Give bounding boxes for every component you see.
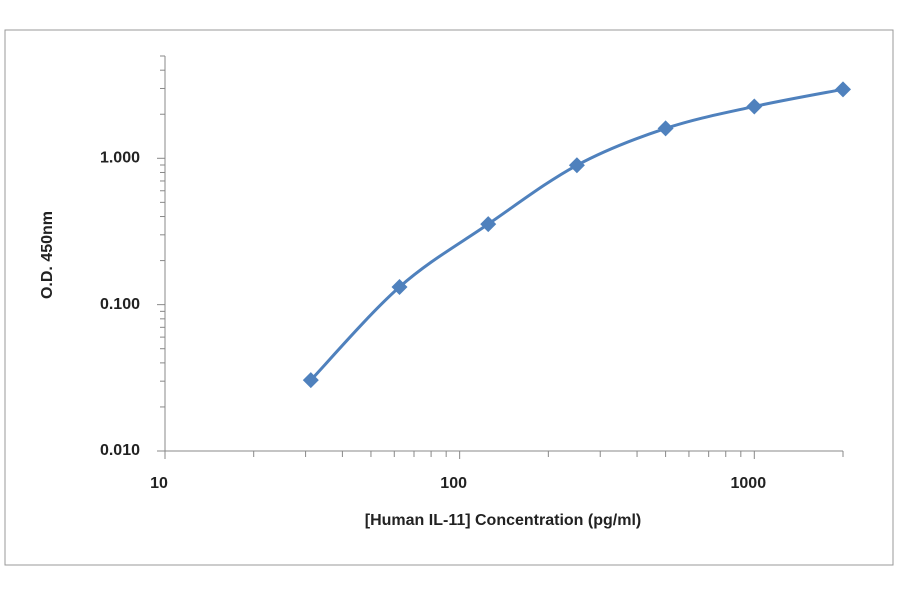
- data-point: [746, 98, 763, 115]
- data-point: [391, 279, 408, 296]
- y-tick-label: 1.000: [100, 150, 140, 167]
- y-axis-label: O.D. 450nm: [39, 211, 56, 299]
- chart-frame: [4, 29, 894, 566]
- y-tick-label: 0.100: [100, 296, 140, 313]
- x-tick-label: 100: [440, 475, 467, 492]
- x-tick-label: 1000: [731, 475, 767, 492]
- data-point: [302, 372, 319, 389]
- data-point: [657, 120, 674, 137]
- y-tick-label: 0.010: [100, 442, 140, 459]
- data-point: [835, 81, 851, 98]
- x-tick-label: 10: [150, 475, 168, 492]
- x-axis-label: [Human IL-11] Concentration (pg/ml): [365, 512, 641, 529]
- data-point: [480, 216, 497, 233]
- data-point: [568, 157, 585, 174]
